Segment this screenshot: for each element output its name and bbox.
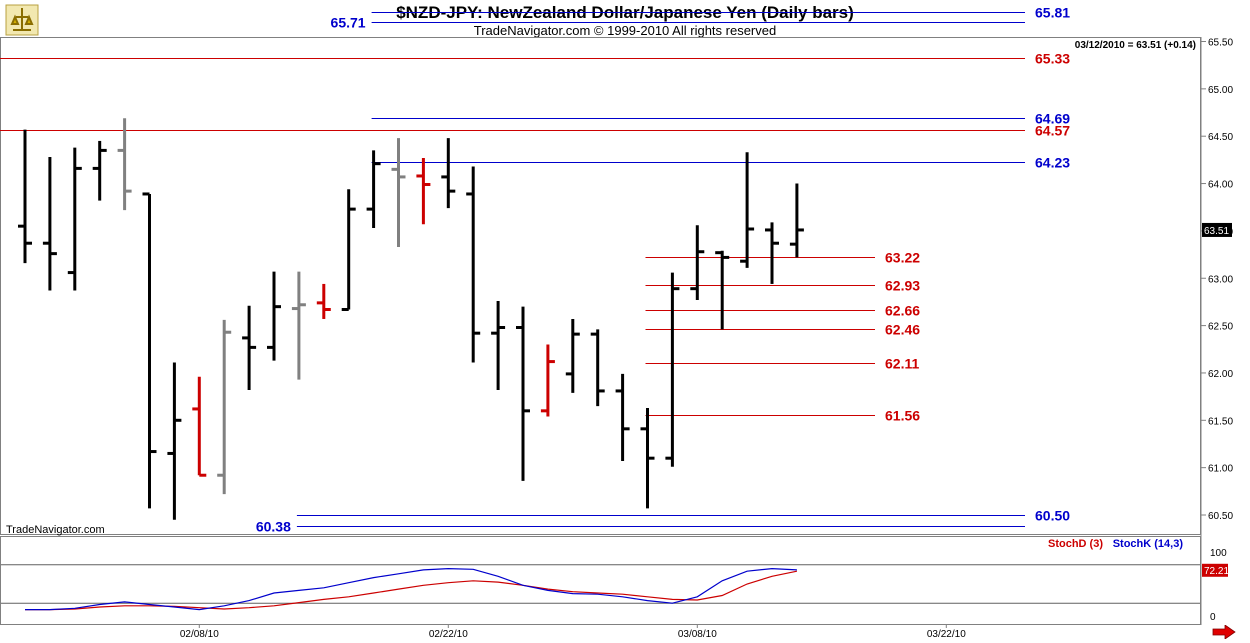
- ohlc-bar: [341, 189, 356, 312]
- stoch-y-tick-label: 100: [1210, 548, 1227, 559]
- ohlc-bar: [366, 150, 381, 229]
- ohlc-bar: [590, 329, 605, 407]
- stoch-last-label: 72.21: [1204, 566, 1229, 577]
- ohlc-bar: [516, 306, 530, 481]
- ohlc-bar: [690, 225, 705, 301]
- ohlc-bar: [740, 152, 755, 268]
- price-axis: 60.5061.0061.5062.0062.5063.0063.5064.00…: [1201, 0, 1233, 522]
- ohlc-bar: [242, 305, 257, 390]
- stochastic-panel-frame: [0, 536, 1201, 625]
- ohlc-bar: [67, 147, 82, 291]
- ohlc-bar: [316, 283, 331, 319]
- y-tick-label: 60.50: [1208, 511, 1233, 522]
- ohlc-bar: [167, 362, 182, 520]
- level-label: 60.38: [256, 519, 291, 535]
- last-quote-label: 03/12/2010 = 63.51 (+0.14): [1075, 40, 1196, 51]
- level-label: 60.50: [1035, 508, 1070, 524]
- stoch-series-line: [25, 567, 797, 611]
- level-label: 65.71: [331, 15, 366, 31]
- y-tick-label: 64.00: [1208, 180, 1233, 191]
- ohlc-bar: [42, 157, 57, 291]
- ohlc-bar: [491, 300, 506, 390]
- ohlc-bar: [615, 373, 630, 462]
- ohlc-bar: [640, 407, 655, 509]
- stoch-last-marker: [1202, 563, 1228, 577]
- level-label: 62.93: [885, 278, 920, 294]
- price-panel-frame: [0, 37, 1201, 535]
- ohlc-bar: [142, 192, 157, 509]
- y-tick-label: 64.50: [1208, 132, 1233, 143]
- level-label: 65.81: [1035, 5, 1070, 21]
- ohlc-bar: [291, 271, 306, 380]
- ohlc-bar: [92, 140, 107, 201]
- ohlc-bar: [789, 183, 804, 258]
- level-label: 65.33: [1035, 51, 1070, 67]
- ohlc-bar: [267, 271, 281, 361]
- y-tick-label: 65.50: [1208, 38, 1233, 49]
- level-label: 62.11: [885, 356, 919, 372]
- stochastic-panel: 0 100 72.21: [1, 548, 1229, 623]
- scroll-right-arrow-icon[interactable]: [1212, 625, 1236, 639]
- y-tick-label: 65.00: [1208, 85, 1233, 96]
- trade-navigator-logo-icon[interactable]: [5, 4, 39, 36]
- x-tick-label: 03/08/10: [678, 629, 717, 640]
- stochk-legend: StochK (14,3): [1113, 538, 1184, 550]
- x-tick-label: 02/22/10: [429, 629, 468, 640]
- ohlc-bar: [565, 318, 580, 393]
- ohlc-bar: [665, 272, 680, 467]
- y-tick-label: 66.00: [1208, 0, 1233, 1]
- level-label: 64.23: [1035, 155, 1070, 171]
- ohlc-bar: [416, 157, 431, 225]
- y-tick-label: 61.50: [1208, 416, 1233, 427]
- level-label: 62.66: [885, 303, 920, 319]
- level-label: 62.46: [885, 322, 920, 338]
- y-tick-label: 63.00: [1208, 274, 1233, 285]
- ohlc-bar: [715, 250, 730, 330]
- ohlc-bar: [765, 222, 779, 284]
- level-label: 64.57: [1035, 123, 1070, 139]
- x-tick-label: 02/08/10: [180, 629, 219, 640]
- ohlc-bar: [192, 376, 207, 477]
- ohlc-bar: [441, 138, 456, 209]
- last-price-marker: [1202, 222, 1232, 237]
- y-tick-label: 62.00: [1208, 369, 1233, 380]
- date-axis: 02/08/10 02/22/10 03/08/10 03/22/10: [180, 625, 966, 640]
- ohlc-bar: [117, 118, 132, 211]
- watermark-label: TradeNavigator.com: [6, 524, 105, 536]
- price-bars: [18, 118, 804, 520]
- y-tick-label: 62.50: [1208, 322, 1233, 333]
- ohlc-bar: [391, 138, 406, 247]
- last-price-label: 63.51: [1204, 226, 1229, 237]
- ohlc-bar: [466, 166, 481, 363]
- ohlc-bar: [217, 319, 232, 495]
- level-label: 64.69: [1035, 111, 1070, 127]
- stochd-legend: StochD (3): [1048, 538, 1103, 550]
- ohlc-bar: [18, 129, 32, 264]
- copyright-notice: TradeNavigator.com © 1999-2010 All right…: [473, 23, 777, 38]
- ohlc-bar: [540, 344, 555, 417]
- level-label: 61.56: [885, 408, 920, 424]
- x-tick-label: 03/22/10: [927, 629, 966, 640]
- stoch-y-tick-label: 0: [1210, 612, 1216, 623]
- level-label: 63.22: [885, 250, 920, 266]
- y-tick-label: 61.00: [1208, 464, 1233, 475]
- stoch-series-line: [25, 570, 798, 611]
